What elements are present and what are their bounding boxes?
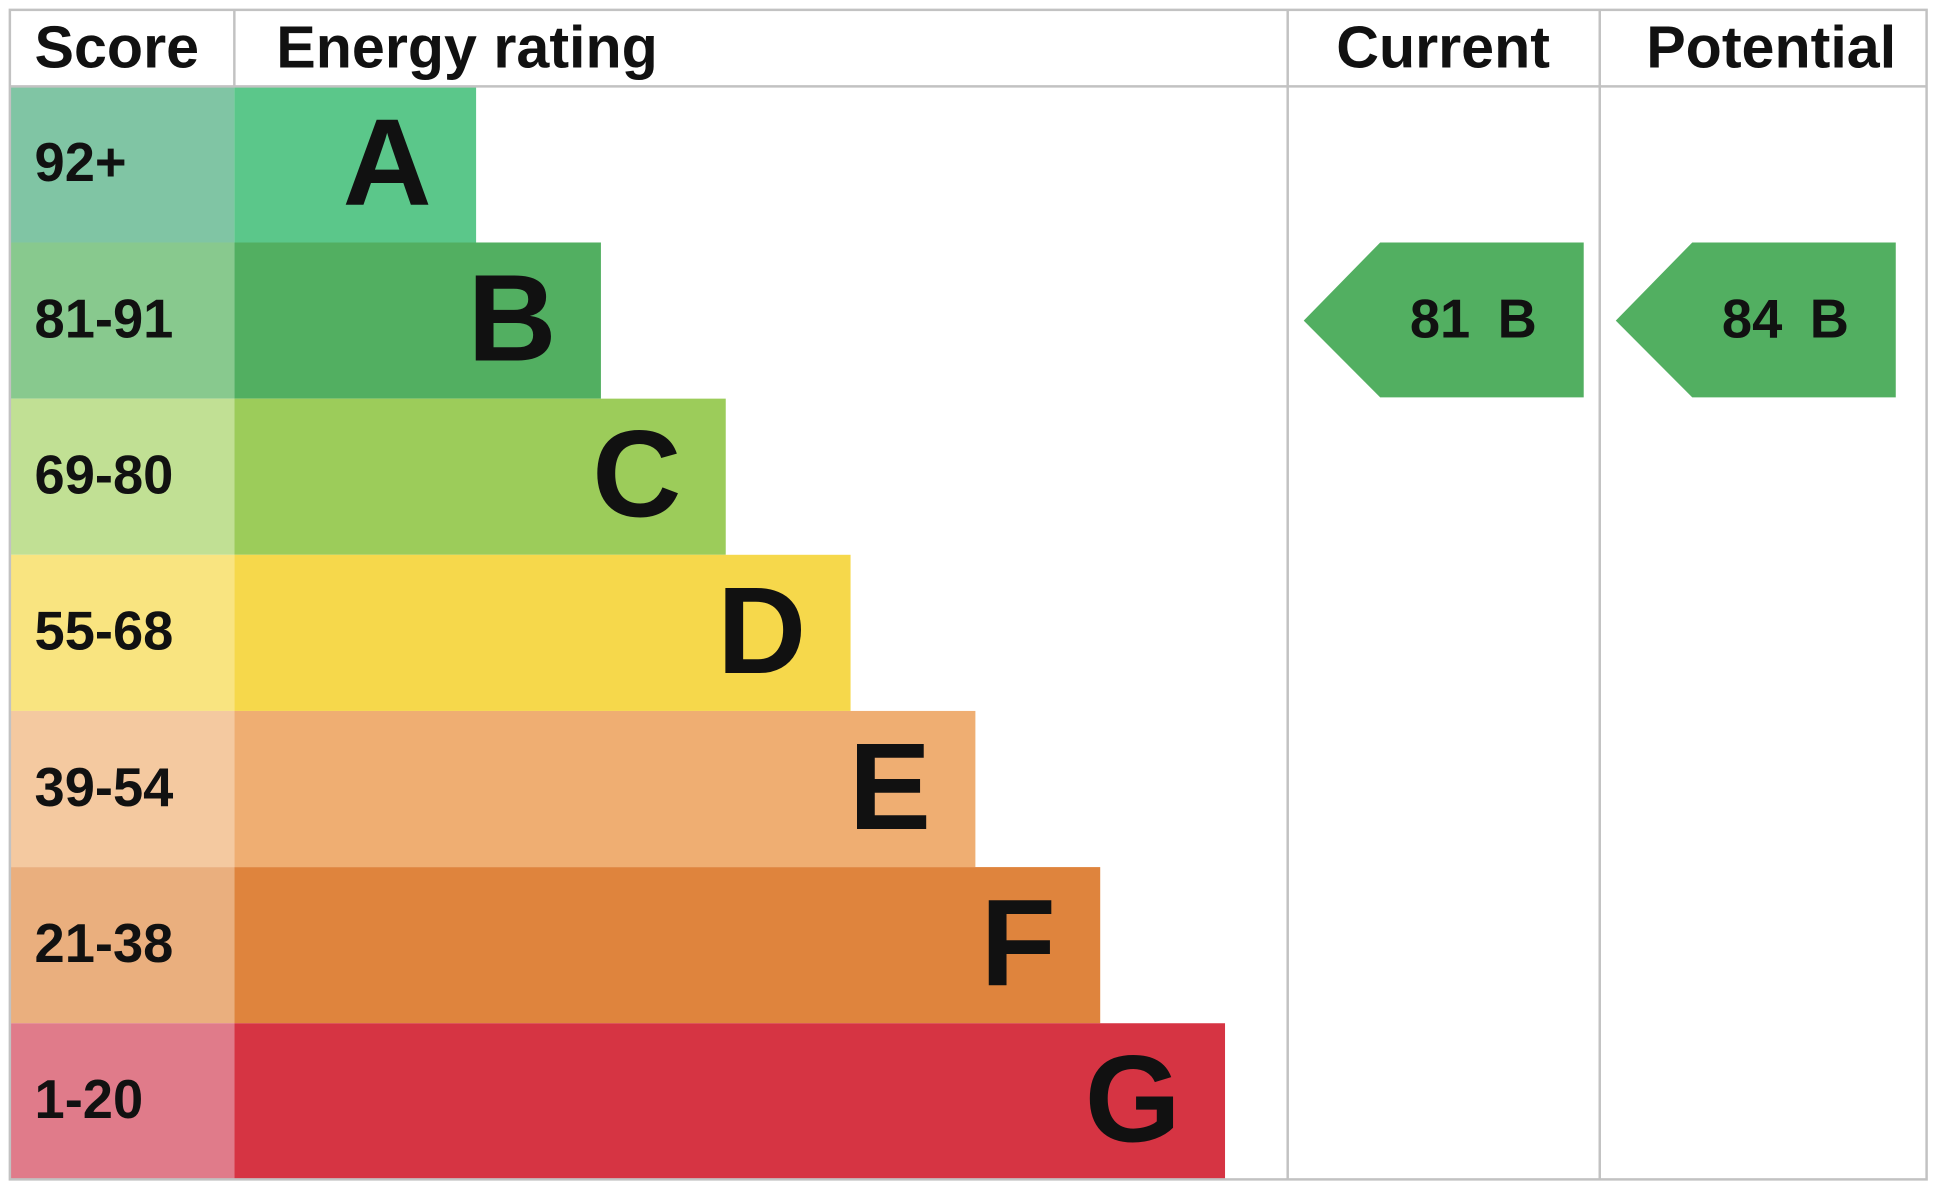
potential-value: 84: [1722, 288, 1782, 349]
score-range: 55-68: [35, 601, 174, 662]
header-current: Current: [1336, 13, 1550, 80]
potential-band: B: [1810, 288, 1849, 349]
score-range: 92+: [35, 132, 127, 193]
current-arrow: [1303, 242, 1584, 398]
score-range: 81-91: [35, 288, 174, 349]
header-score: Score: [35, 13, 200, 80]
current-value: 81: [1410, 288, 1470, 349]
score-cell: [9, 86, 235, 243]
rating-letter: F: [980, 874, 1055, 1012]
score-cell: [9, 710, 235, 868]
potential-arrow: [1615, 242, 1896, 398]
header-potential: Potential: [1646, 13, 1896, 80]
score-cell: [9, 867, 235, 1024]
score-range: 1-20: [35, 1069, 144, 1130]
score-range: 39-54: [35, 757, 174, 818]
rating-letter: G: [1085, 1030, 1181, 1168]
table-border: [8, 8, 1928, 1181]
rating-bar: [234, 1023, 1226, 1180]
score-cell: [9, 242, 235, 399]
header-rating: Energy rating: [276, 13, 658, 80]
rating-bar: [234, 398, 726, 555]
score-cell: [9, 398, 235, 555]
rating-bar: [234, 86, 477, 243]
score-range: 21-38: [35, 913, 174, 974]
score-range: 69-80: [35, 445, 174, 506]
current-band: B: [1498, 288, 1537, 349]
rating-letter: E: [849, 718, 931, 856]
rating-bar: [234, 242, 601, 399]
rating-bar: [234, 710, 976, 868]
rating-letter: D: [717, 562, 806, 700]
rating-letter: B: [467, 250, 556, 388]
rating-letter: A: [343, 93, 432, 231]
score-cell: [9, 554, 235, 711]
rating-letter: C: [592, 406, 681, 544]
score-cell: [9, 1023, 235, 1180]
rating-bar: [234, 867, 1101, 1024]
rating-bar: [234, 554, 851, 711]
